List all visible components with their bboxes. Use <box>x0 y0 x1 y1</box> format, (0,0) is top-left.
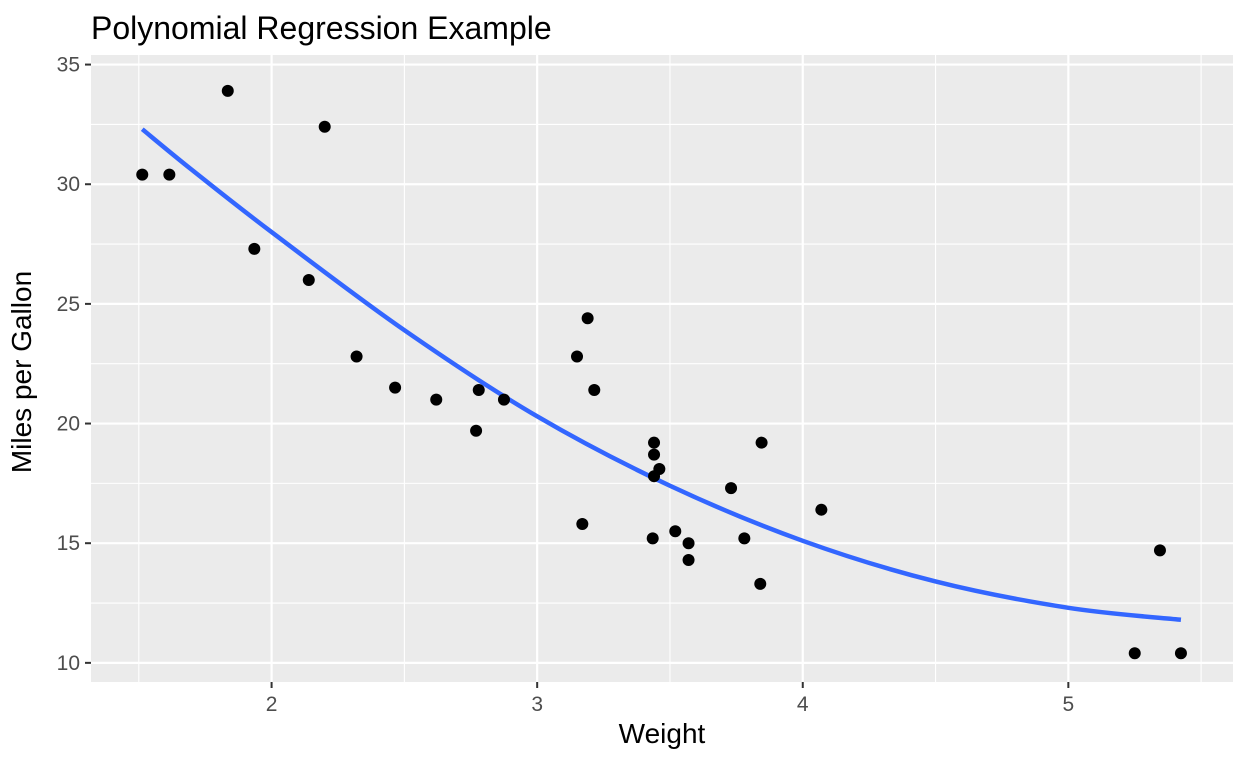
data-point <box>497 393 510 406</box>
data-point <box>430 393 443 406</box>
data-point <box>248 242 261 255</box>
data-point <box>318 120 331 133</box>
major-gridlines <box>91 55 1233 682</box>
data-point <box>1128 647 1141 660</box>
chart-title: Polynomial Regression Example <box>91 10 552 46</box>
data-point <box>581 312 594 325</box>
data-point <box>1174 647 1187 660</box>
data-point <box>669 525 682 538</box>
data-point <box>682 553 695 566</box>
fit-layer <box>140 127 1182 623</box>
data-point <box>221 84 234 97</box>
data-point <box>588 384 601 397</box>
data-point <box>302 273 315 286</box>
x-tick-label: 5 <box>1062 693 1074 716</box>
data-point <box>725 482 738 495</box>
minor-gridlines <box>91 55 1233 682</box>
data-point <box>576 518 589 531</box>
y-axis: 10 15 20 25 30 35 <box>57 54 91 675</box>
x-tick-label: 4 <box>797 693 809 716</box>
fit-line <box>140 127 1182 623</box>
y-tick-label: 15 <box>57 532 80 555</box>
y-tick-label: 25 <box>57 293 80 316</box>
data-point <box>646 532 659 545</box>
data-point <box>389 381 402 394</box>
y-tick-label: 20 <box>57 413 80 436</box>
data-point <box>472 384 485 397</box>
data-point <box>163 168 176 181</box>
data-point <box>755 436 768 449</box>
data-point <box>815 503 828 516</box>
data-point <box>350 350 363 363</box>
data-point <box>470 424 483 437</box>
data-point <box>738 532 751 545</box>
data-point <box>571 350 584 363</box>
x-axis-label: Weight <box>618 718 706 749</box>
y-tick-label: 35 <box>57 54 80 77</box>
plot-panel <box>91 55 1233 682</box>
data-point <box>682 537 695 550</box>
y-tick-label: 30 <box>57 173 80 196</box>
y-axis-label: Miles per Gallon <box>6 270 37 474</box>
data-point <box>653 463 666 476</box>
data-point <box>1153 544 1166 557</box>
data-point <box>136 168 149 181</box>
x-tick-label: 3 <box>531 693 543 716</box>
data-point <box>754 577 767 590</box>
y-tick-label: 10 <box>57 652 80 675</box>
data-point <box>648 436 661 449</box>
points-layer <box>136 84 1187 660</box>
x-axis: 2 3 4 5 <box>266 682 1074 716</box>
data-point <box>648 448 661 461</box>
x-tick-label: 2 <box>266 693 278 716</box>
